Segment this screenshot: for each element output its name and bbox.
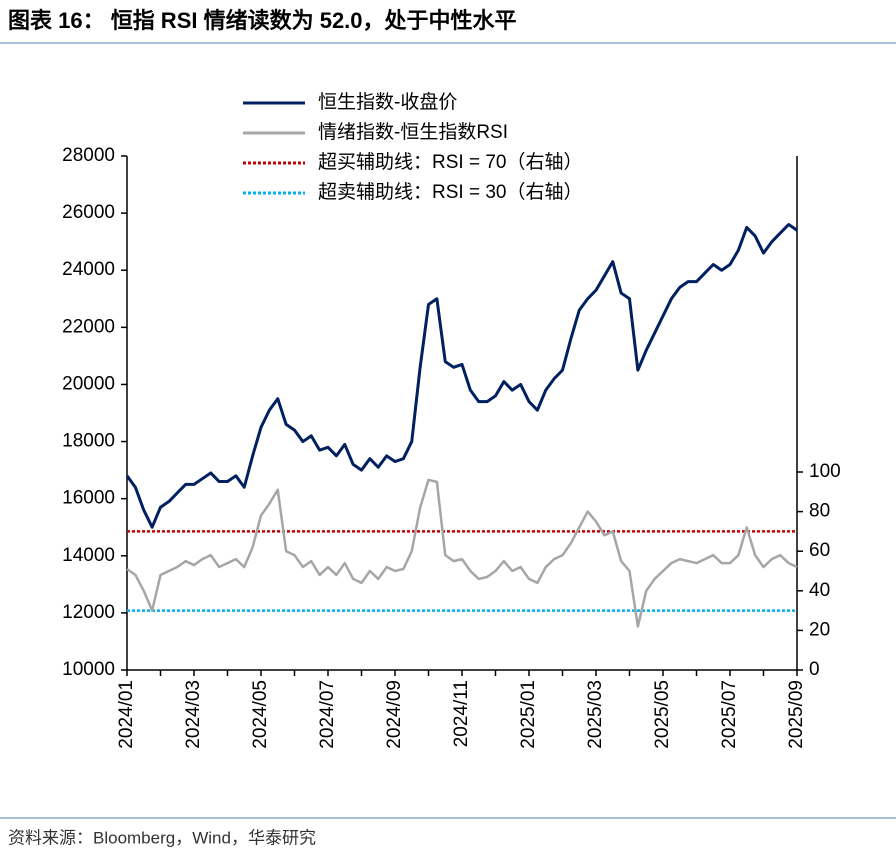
y-tick-label: 12000 bbox=[62, 602, 115, 623]
legend-label: 恒生指数-收盘价 bbox=[318, 91, 457, 113]
series-line bbox=[126, 478, 798, 628]
legend-label: 超买辅助线：RSI = 70（右轴） bbox=[318, 151, 582, 173]
x-tick-label: 2025/01 bbox=[518, 680, 539, 749]
y-tick-label: 18000 bbox=[62, 431, 115, 452]
x-tick-label: 2024/11 bbox=[451, 680, 472, 747]
y2-tick-label: 60 bbox=[809, 540, 830, 561]
x-tick-label: 2025/09 bbox=[786, 680, 807, 749]
y2-tick-label: 80 bbox=[809, 501, 830, 522]
x-tick-label: 2024/05 bbox=[250, 680, 271, 749]
series-line bbox=[125, 223, 798, 529]
chart-title: 图表 16： 恒指 RSI 情绪读数为 52.0，处于中性水平 bbox=[8, 8, 517, 33]
y-tick-label: 22000 bbox=[62, 316, 115, 337]
y2-tick-label: 100 bbox=[809, 461, 841, 482]
legend-label: 情绪指数-恒生指数RSI bbox=[318, 121, 508, 143]
y-tick-label: 20000 bbox=[62, 373, 115, 394]
y-tick-label: 14000 bbox=[62, 545, 115, 566]
y-tick-label: 26000 bbox=[62, 202, 115, 223]
y2-tick-label: 40 bbox=[809, 580, 830, 601]
y2-tick-label: 20 bbox=[809, 619, 830, 640]
y2-tick-label: 0 bbox=[809, 659, 820, 680]
x-tick-label: 2024/03 bbox=[183, 680, 204, 749]
y-tick-label: 16000 bbox=[62, 488, 115, 509]
x-tick-label: 2024/07 bbox=[317, 680, 338, 749]
y-tick-label: 24000 bbox=[62, 259, 115, 280]
x-tick-label: 2024/01 bbox=[116, 680, 137, 749]
x-tick-label: 2025/07 bbox=[719, 680, 740, 749]
x-tick-label: 2024/09 bbox=[384, 680, 405, 749]
x-tick-label: 2025/05 bbox=[652, 680, 673, 749]
y-tick-label: 10000 bbox=[62, 659, 115, 680]
y-tick-label: 28000 bbox=[62, 145, 115, 166]
source: 资料来源：Bloomberg，Wind，华泰研究 bbox=[8, 828, 316, 847]
x-tick-label: 2025/03 bbox=[585, 680, 606, 749]
legend-label: 超卖辅助线：RSI = 30（右轴） bbox=[318, 181, 582, 203]
